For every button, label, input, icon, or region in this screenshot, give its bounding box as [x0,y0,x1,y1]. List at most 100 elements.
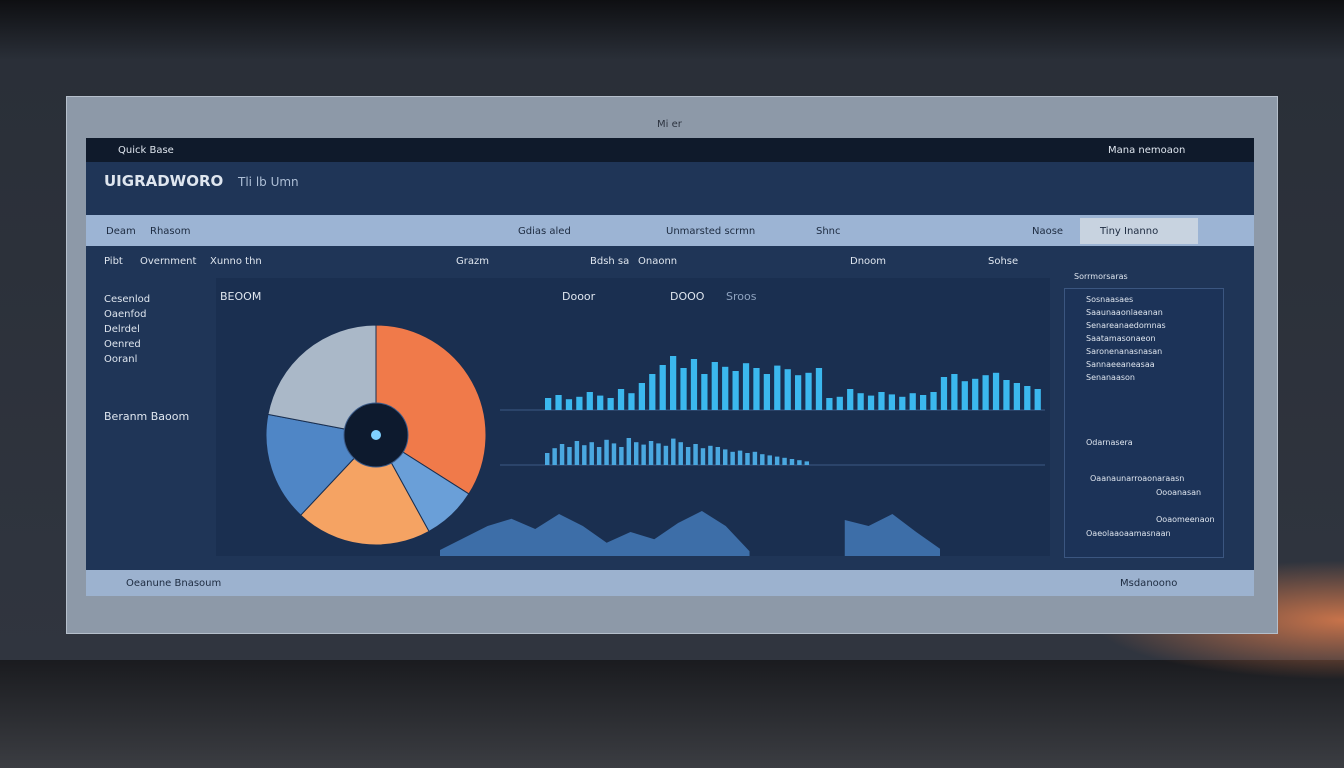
bar [690,359,698,410]
right-item[interactable]: Saronenanasnasan [1086,347,1163,356]
bar [1024,386,1031,410]
pie-slice [267,324,377,436]
bar [617,389,625,410]
bar [596,447,602,465]
bar [826,398,833,410]
bar [795,375,802,410]
pie-glow [371,430,381,440]
right-item[interactable]: Senanaason [1086,373,1135,382]
sidebar-item[interactable]: Cesenlod [104,294,151,305]
tab[interactable]: Pibt [104,256,123,267]
right-sub-item[interactable]: Oaanaunarroaonaraasn [1090,474,1185,483]
bar [545,453,550,465]
footer-right: Msdanoono [1120,578,1178,589]
bar [555,395,562,410]
toolbar [86,215,1254,246]
bar [723,449,728,465]
bar [611,443,617,465]
right-item[interactable]: Sannaeeaneasaa [1086,360,1155,369]
right-title: Sorrmorsaras [1074,272,1128,281]
toolbar-item[interactable]: Gdias aled [518,226,571,237]
tab[interactable]: Bdsh sa [590,256,630,267]
sidebar-item[interactable]: Ooranl [104,354,138,365]
bar [857,393,864,410]
bar [767,455,772,465]
right-item[interactable]: Saaunaaonlaeanan [1086,308,1163,317]
bar [626,438,632,465]
bar [972,378,979,410]
tab[interactable]: Xunno thn [210,256,262,267]
right-item[interactable]: Sosnaasaes [1086,295,1134,304]
bar [693,444,698,465]
bar [722,366,729,410]
bar [789,459,795,465]
tab[interactable]: Dnoom [850,256,887,267]
bar [589,442,594,465]
right-sub-item[interactable]: Oooanasan [1156,488,1202,497]
bar [760,454,765,465]
bar [878,392,885,410]
bar [763,374,770,410]
tab[interactable]: Overnment [140,256,197,267]
bar [920,395,927,410]
tab[interactable]: Onaonn [638,256,678,267]
toolbar-item[interactable]: Tiny Inanno [1100,226,1159,237]
area [844,514,940,556]
bar [680,368,687,410]
user: Mana nemoaon [1108,145,1186,156]
right-subtitle: Odarnasera [1086,438,1133,447]
bar [586,392,593,410]
tab[interactable]: Sohse [988,256,1019,267]
toolbar-item[interactable]: Unmarsted scrmn [666,226,756,237]
bar [992,372,1000,410]
bar [1013,383,1020,410]
right-panel [1064,288,1224,558]
window-title: Mi er [657,119,682,130]
bar [961,381,968,410]
bar [708,445,713,465]
sidebar-item[interactable]: Oenred [104,339,141,350]
bar [628,393,635,410]
footer [86,570,1254,596]
legend: DOOO [670,290,705,303]
bar [715,447,721,465]
legend: Dooor [562,290,596,303]
bar [685,447,691,465]
toolbar-button[interactable] [1080,218,1198,244]
title: UIGRADWORO [104,172,224,190]
sidebar-item[interactable]: Delrdel [104,324,140,335]
right-sub-item[interactable]: Oaeolaaoaamasnaan [1086,529,1171,538]
sidebar-item[interactable]: Oaenfod [104,309,147,320]
bar [805,372,812,410]
bar [752,451,758,465]
bar [701,374,708,410]
bar [678,442,683,465]
bar [565,399,573,410]
header: Quick Base Mana nemoaon [86,138,1254,162]
bar [784,369,791,410]
bar [567,447,572,465]
bar [663,445,669,465]
right-item[interactable]: Saatamasonaeon [1086,334,1156,343]
toolbar-item[interactable]: Shnc [816,226,841,237]
toolbar-item[interactable]: Naose [1032,226,1064,237]
bar [782,457,787,465]
brand: Quick Base [118,145,174,156]
bar [670,356,677,410]
tab[interactable]: Grazm [456,256,489,267]
bar [774,365,781,410]
bar [940,377,948,410]
bar [899,396,906,410]
bar [641,444,646,465]
right-item[interactable]: Senareanaedomnas [1086,321,1166,330]
toolbar-item[interactable]: Deam [106,226,136,237]
bar [619,447,624,465]
bar [804,461,810,465]
legend: Sroos [726,290,757,303]
bar [745,453,750,465]
bar [774,456,780,465]
bar [659,365,666,410]
toolbar-item[interactable]: Rhasom [150,226,191,237]
right-sub-item[interactable]: Ooaomeenaon [1156,515,1215,524]
footer-left: Oeanune Bnasoum [126,578,222,589]
